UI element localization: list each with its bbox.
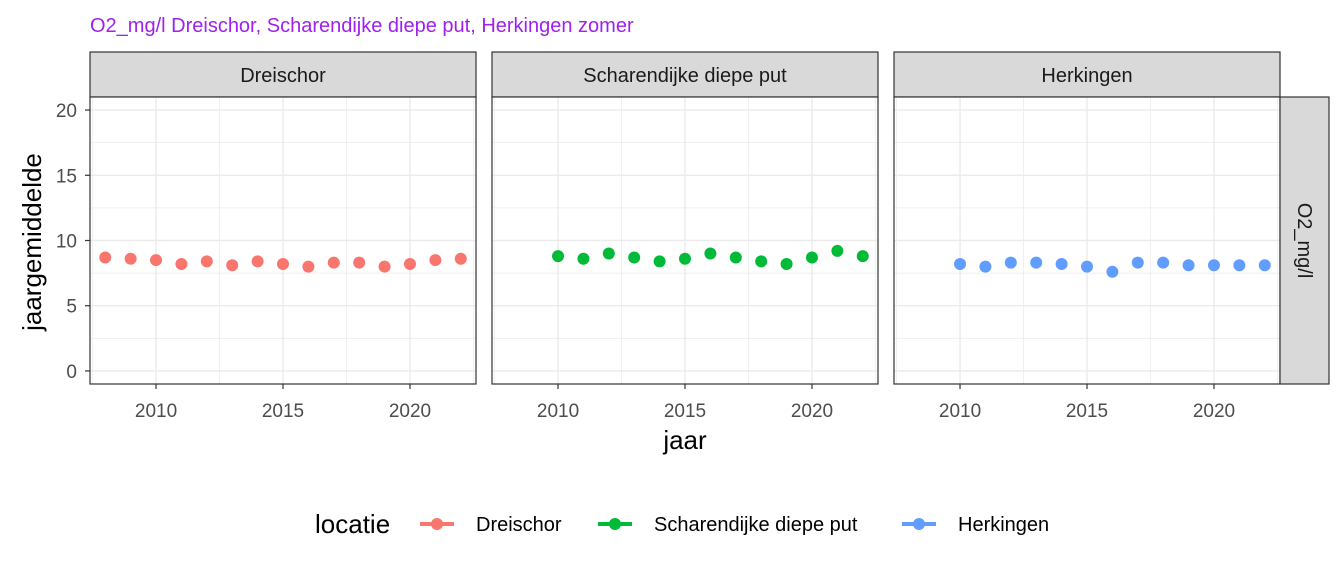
data-point [780, 257, 793, 270]
data-point [805, 251, 818, 264]
data-point [200, 255, 213, 268]
data-point [755, 255, 768, 268]
data-point [454, 252, 467, 265]
data-point [954, 257, 967, 270]
data-point [1055, 257, 1068, 270]
legend-key-point [431, 518, 443, 530]
y-tick-label: 0 [66, 362, 77, 383]
data-point [251, 255, 264, 268]
x-tick-label: 2020 [791, 401, 833, 422]
y-axis-label: jaargemiddelde [17, 153, 47, 332]
data-point [378, 260, 391, 273]
data-point [1258, 259, 1271, 272]
data-point [429, 254, 442, 267]
data-point [979, 260, 992, 273]
legend-title: locatie [315, 509, 390, 539]
data-point [150, 254, 163, 267]
facet-panels: Dreischor 2010 2015 2020 0 5 10 15 20 Scharendijk… [56, 51, 1281, 422]
data-point [226, 259, 239, 272]
y-tick-label: 20 [56, 101, 77, 122]
legend-label: Dreischor [476, 514, 562, 536]
data-point [831, 244, 844, 257]
data-point [856, 250, 869, 263]
legend-label: Scharendijke diepe put [654, 514, 858, 536]
data-point [99, 251, 112, 264]
data-point [679, 252, 691, 265]
data-point [653, 255, 666, 268]
x-tick-label: 2015 [1066, 401, 1108, 422]
facet-strip-label: Scharendijke diepe put [583, 65, 787, 87]
facet-strip [89, 51, 477, 98]
data-point [577, 252, 590, 265]
data-point [1233, 259, 1246, 272]
legend-key-point [609, 518, 621, 530]
legend: locatie Dreischor Scharendijke diepe put He… [315, 509, 1049, 539]
data-point [1030, 256, 1043, 269]
legend-label: Herkingen [958, 514, 1049, 536]
x-tick-label: 2015 [262, 401, 304, 422]
data-point [175, 257, 188, 270]
data-point [552, 250, 565, 263]
data-point [403, 257, 416, 270]
data-point [327, 256, 340, 269]
x-tick-label: 2020 [1193, 401, 1235, 422]
facet-row-strip-label: O2_mg/l [1293, 203, 1315, 279]
data-point [353, 256, 366, 269]
data-point [277, 257, 289, 270]
legend-entry: Scharendijke diepe put [598, 514, 858, 536]
data-point [1131, 256, 1144, 269]
x-tick-label: 2010 [537, 401, 579, 422]
x-tick-label: 2010 [939, 401, 981, 422]
x-tick-label: 2020 [389, 401, 431, 422]
x-axis-label: jaar [662, 425, 707, 455]
data-point [1106, 265, 1119, 278]
legend-entry: Herkingen [902, 514, 1049, 536]
x-tick-label: 2010 [135, 401, 177, 422]
data-point [1157, 256, 1170, 269]
facet-strip [893, 51, 1281, 98]
data-point [602, 247, 615, 260]
data-point [704, 247, 717, 260]
data-point [1081, 260, 1093, 273]
y-tick-label: 5 [66, 297, 77, 318]
panel-1: Scharendijke diepe put 2010 2015 2020 [491, 51, 879, 422]
facet-strip-label: Herkingen [1041, 65, 1132, 87]
y-tick-label: 15 [56, 166, 77, 187]
panel-2: Herkingen 2010 2015 2020 [893, 51, 1281, 422]
facet-row-strip: O2_mg/l [1279, 96, 1330, 385]
data-point [302, 260, 315, 273]
data-point [729, 251, 742, 264]
data-point [124, 252, 137, 265]
data-point [1207, 259, 1220, 272]
data-point [628, 251, 641, 264]
panel-0: Dreischor 2010 2015 2020 0 5 10 15 20 [56, 51, 477, 422]
y-tick-label: 10 [56, 232, 77, 253]
legend-entry: Dreischor [420, 514, 562, 536]
legend-key-point [913, 518, 925, 530]
data-point [1004, 256, 1017, 269]
x-tick-label: 2015 [664, 401, 706, 422]
facet-row-strip-box [1279, 96, 1330, 385]
data-point [1182, 259, 1195, 272]
chart-title: O2_mg/l Dreischor, Scharendijke diepe pu… [90, 15, 634, 37]
facet-strip-label: Dreischor [240, 65, 326, 87]
facet-strip [491, 51, 879, 98]
